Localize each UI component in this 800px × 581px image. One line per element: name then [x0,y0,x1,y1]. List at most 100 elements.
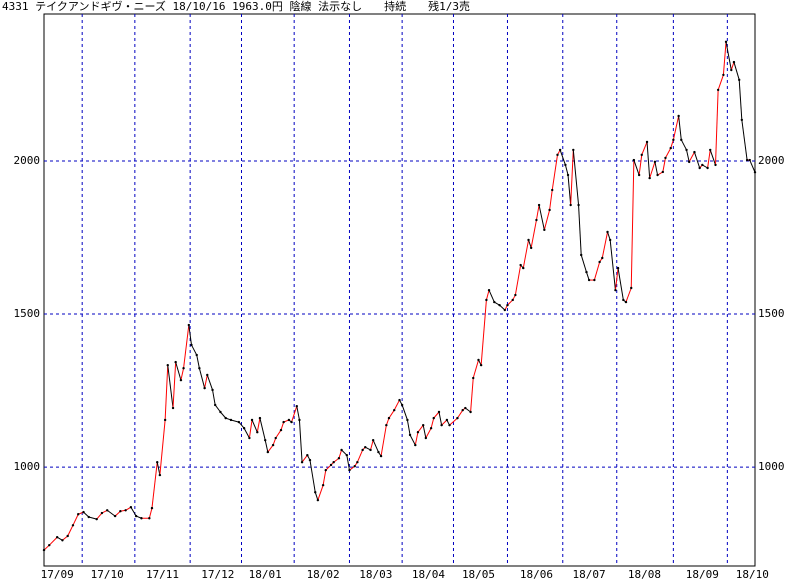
price-segment [741,119,748,161]
price-point [182,367,185,370]
price-point [369,448,372,452]
price-segment [609,239,616,291]
price-segment [296,406,300,421]
price-segment [48,536,58,546]
price-segment [470,377,474,413]
price-segment [212,389,216,406]
price-point [661,170,665,174]
price-point [669,146,672,150]
price-point [279,428,283,432]
price-segment [585,271,590,281]
price-segment [280,421,285,431]
price-point [211,388,214,392]
x-tick-label: 18/06 [520,568,553,581]
price-point [685,148,688,152]
price-segment [380,425,387,457]
price-point [113,514,117,518]
price-point [371,438,375,442]
price-point [606,230,609,234]
price-point [637,173,641,177]
price-point [332,461,335,464]
price-segment [449,417,458,426]
price-segment [641,141,648,156]
price-point [321,483,325,487]
price-segment [291,406,298,423]
price-point [42,548,46,552]
price-point [564,163,567,167]
price-point [461,408,464,412]
price-point [163,418,167,422]
x-tick-label: 18/08 [628,568,661,581]
price-point [722,73,725,77]
price-segment [749,159,756,173]
price-point [55,536,59,539]
price-segment [528,239,532,249]
price-point [493,300,496,304]
price-segment [214,404,221,413]
price-segment [485,290,490,301]
price-segment [507,299,514,306]
price-point [506,303,509,307]
price-segment [267,444,274,453]
price-point [266,450,270,454]
price-point [408,433,412,437]
price-point [290,420,293,424]
price-segment [401,404,408,421]
price-segment [88,516,97,520]
price-point [258,416,262,420]
price-segment [264,440,269,453]
price-point [748,158,751,162]
price-segment [601,231,609,259]
price-point [672,138,675,142]
price-segment [567,174,572,206]
price-point [698,166,701,170]
price-segment [346,455,350,471]
price-segment [593,261,601,281]
price-segment [480,299,487,366]
price-point [206,373,209,377]
price-point [548,208,551,212]
price-point [124,509,127,512]
price-point [82,510,85,514]
price-point [129,506,133,509]
price-point [630,286,633,290]
chart-title: 4331 テイクアンドギヴ・ニーズ 18/10/16 1963.0円 陰線 法示… [2,0,470,13]
x-tick-label: 18/05 [462,568,495,581]
price-segment [678,115,682,140]
price-point [195,353,198,357]
price-segment [549,189,553,211]
price-segment [130,506,137,517]
price-point [543,228,546,232]
price-point [213,403,217,407]
price-point [324,468,327,472]
price-point [229,418,233,422]
price-segment [654,161,659,176]
price-point [740,118,744,122]
price-segment [425,427,432,439]
price-segment [206,374,214,391]
price-point [361,448,364,452]
price-segment [148,508,153,519]
price-point [730,68,733,72]
price-point [356,461,359,464]
price-point [580,253,583,257]
price-segment [172,362,177,409]
price-point [237,420,241,424]
price-segment [715,89,719,165]
price-segment [151,462,158,509]
price-segment [707,149,711,169]
price-point [498,303,501,307]
price-segment [580,254,587,273]
price-point [456,416,459,420]
price-point [71,524,75,527]
price-point [377,450,380,454]
price-segment [649,161,656,179]
price-segment [256,418,261,433]
price-segment [693,151,701,169]
price-point [479,363,483,367]
price-point [171,406,175,410]
price-segment [559,149,566,166]
price-point [198,367,201,370]
price-point [732,60,736,64]
price-segment [406,419,411,436]
